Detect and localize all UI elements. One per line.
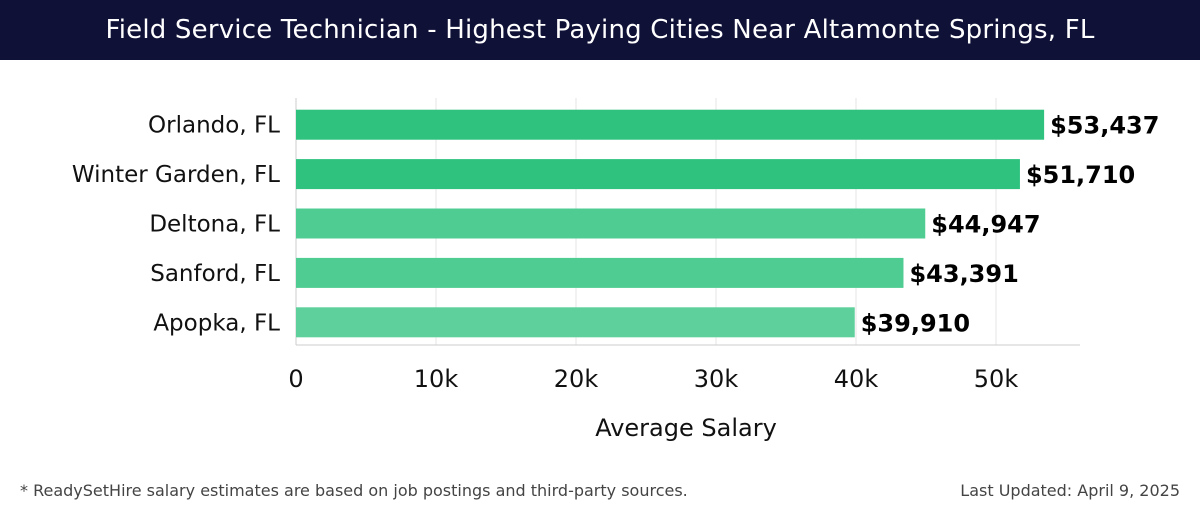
x-tick-label: 30k (694, 365, 739, 393)
bar (296, 109, 1045, 140)
category-label: Sanford, FL (150, 261, 280, 287)
bar (296, 159, 1020, 190)
bar-value-label: $39,910 (861, 309, 970, 337)
bar-value-label: $43,391 (909, 260, 1018, 288)
x-tick-label: 40k (834, 365, 879, 393)
category-label: Orlando, FL (148, 113, 280, 139)
last-updated: Last Updated: April 9, 2025 (960, 481, 1180, 500)
category-label: Deltona, FL (149, 212, 280, 238)
category-label: Winter Garden, FL (72, 162, 280, 188)
bar-value-label: $44,947 (931, 211, 1040, 239)
bar (296, 307, 855, 338)
chart-title: Field Service Technician - Highest Payin… (0, 0, 1200, 60)
x-tick-label: 0 (288, 365, 303, 393)
bar-value-label: $51,710 (1026, 161, 1135, 189)
bar (296, 208, 926, 239)
bar (296, 257, 904, 288)
x-tick-label: 10k (414, 365, 459, 393)
category-label: Apopka, FL (153, 310, 280, 336)
x-tick-label: 50k (974, 365, 1019, 393)
bar-value-label: $53,437 (1050, 112, 1159, 140)
x-tick-label: 20k (554, 365, 599, 393)
salary-bar-chart: 0 10k 20k 30k 40k 50k Orlando, FL $53,437 Winter… (72, 98, 1159, 442)
footnote: * ReadySetHire salary estimates are base… (20, 481, 688, 500)
x-axis-title: Average Salary (595, 414, 777, 442)
